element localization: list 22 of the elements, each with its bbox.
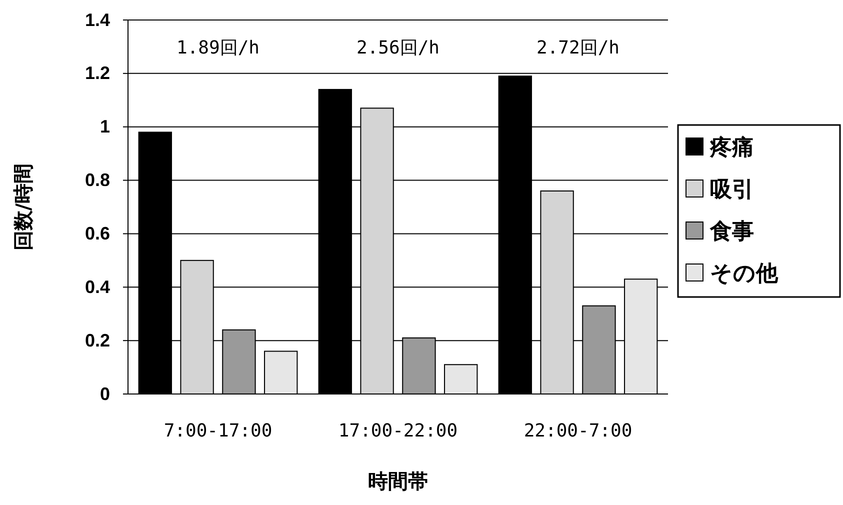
legend-label: 吸引	[710, 178, 754, 203]
bar	[444, 364, 478, 394]
x-axis-title: 時間帯	[368, 469, 428, 493]
y-tick-label: 0	[100, 384, 110, 404]
y-tick-label: 1.2	[84, 63, 110, 84]
y-tick-label: 0.2	[84, 330, 110, 350]
annotation: 1.89回/h	[176, 37, 260, 58]
y-tick-label: 0.4	[84, 276, 110, 297]
annotation: 2.56回/h	[356, 37, 440, 58]
y-tick-label: 0.6	[84, 223, 110, 244]
y-tick-label: 1	[100, 116, 110, 137]
y-tick-label: 0.8	[84, 170, 110, 190]
bar	[264, 350, 298, 394]
legend-label: その他	[710, 262, 779, 287]
y-tick-label: 1.4	[84, 10, 110, 30]
x-tick-label: 17:00-22:00	[338, 420, 458, 442]
legend-label: 食事	[709, 220, 754, 245]
y-axis-title: 回数/時間	[11, 163, 35, 251]
x-tick-label: 7:00-17:00	[164, 420, 272, 442]
x-tick-label: 22:00-7:00	[524, 420, 632, 442]
annotation: 2.72回/h	[536, 37, 620, 58]
legend-label: 疼痛	[709, 136, 754, 161]
